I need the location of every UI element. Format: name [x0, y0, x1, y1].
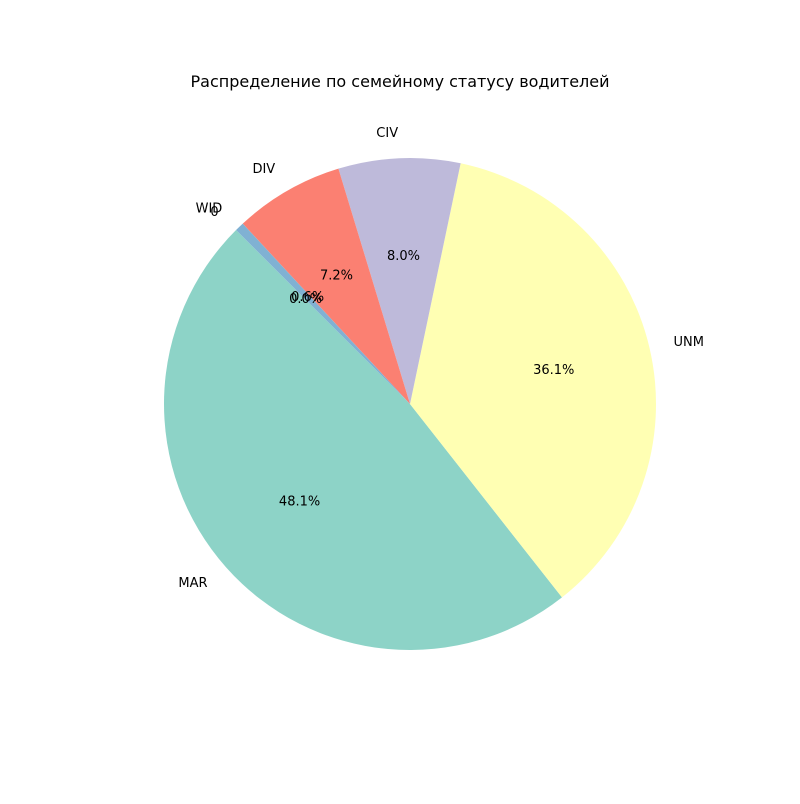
pie-slice-mar — [164, 230, 562, 650]
pie-slice-wid — [236, 223, 410, 404]
category-label-unm: UNM — [674, 335, 704, 350]
pie-slice-unm — [410, 163, 656, 598]
pie-slice-div — [242, 168, 410, 404]
percent-label-0: 0.0% — [289, 292, 322, 307]
chart-title: Распределение по семейному статусу водит… — [190, 72, 610, 91]
percent-label-mar: 48.1% — [279, 494, 320, 509]
percent-label-wid: 0.6% — [291, 290, 324, 305]
category-label-civ: CIV — [376, 126, 398, 141]
category-label-div: DIV — [252, 162, 275, 177]
pie-slice-civ — [338, 157, 461, 404]
category-label-wid: WID — [196, 202, 223, 217]
category-label-0: 0 — [210, 205, 218, 220]
percent-label-div: 7.2% — [320, 269, 353, 284]
percent-label-unm: 36.1% — [533, 363, 574, 378]
category-label-mar: MAR — [178, 576, 207, 591]
percent-label-civ: 8.0% — [387, 249, 420, 264]
